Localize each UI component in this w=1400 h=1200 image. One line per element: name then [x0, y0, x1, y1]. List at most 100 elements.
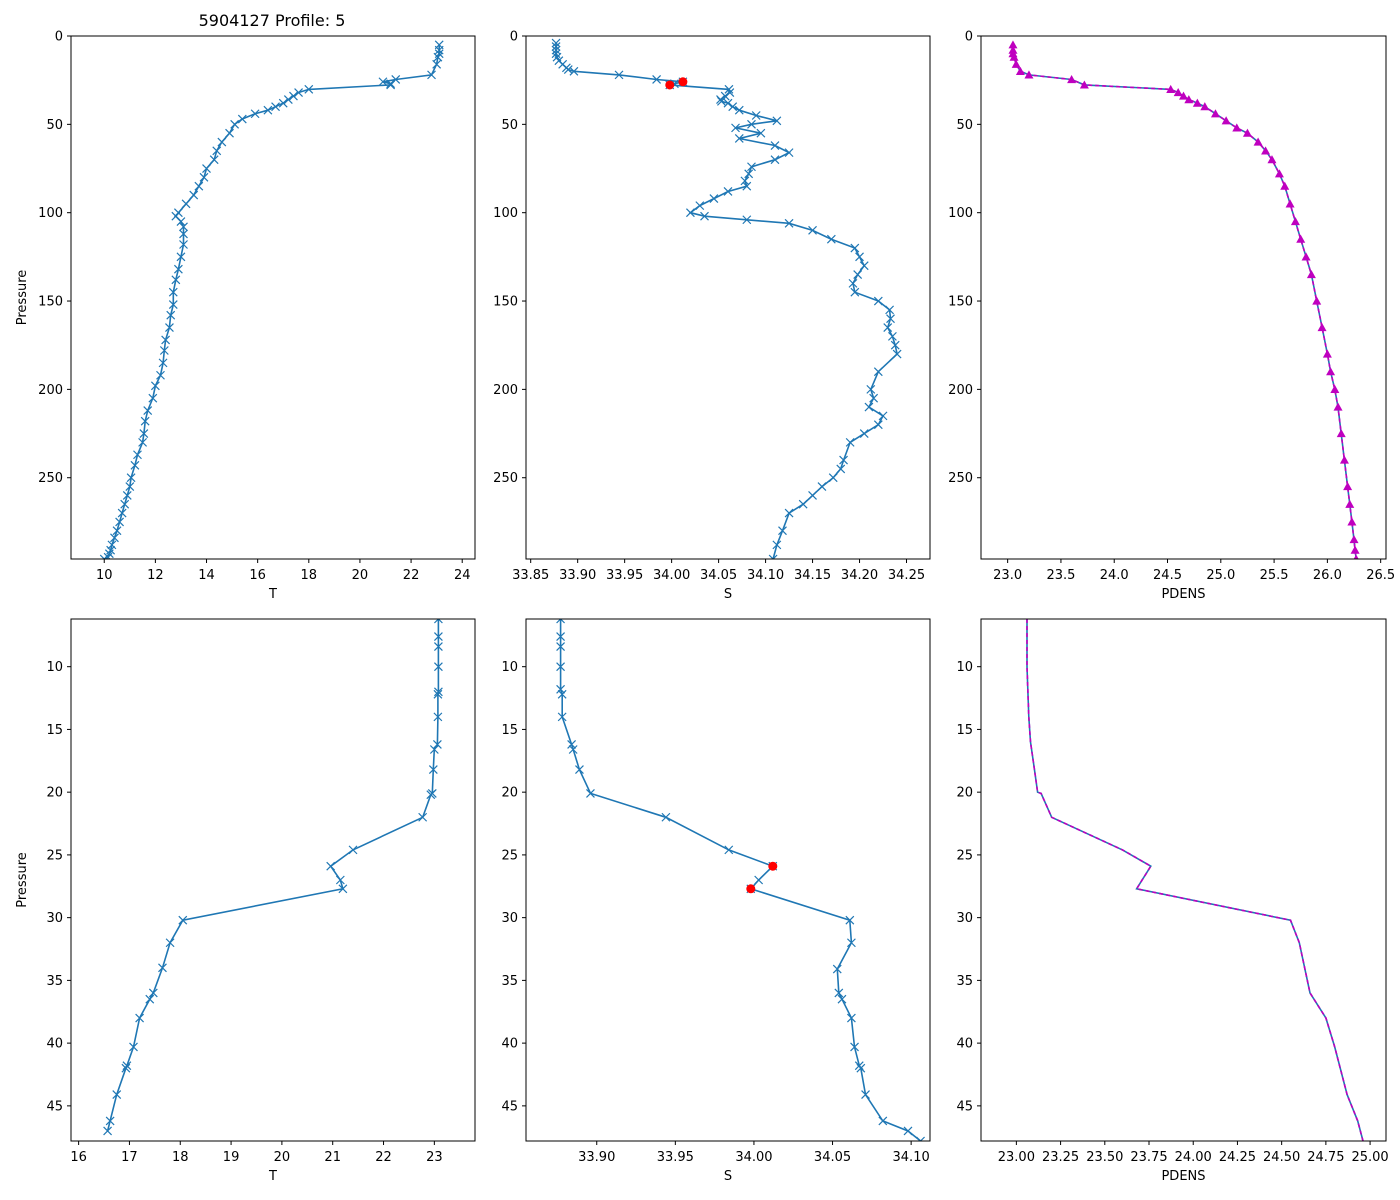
x-tick-label: 33.95 — [606, 568, 643, 583]
data-point — [855, 252, 864, 262]
plot-area — [556, 619, 925, 1141]
x-axis-label: T — [268, 587, 277, 602]
axes-frame — [980, 35, 1387, 560]
y-tick-label: 150 — [948, 295, 973, 310]
data-point — [1296, 234, 1306, 243]
data-point — [850, 1042, 859, 1052]
data-point — [808, 225, 817, 235]
data-point — [189, 190, 199, 200]
data-point — [271, 102, 280, 112]
data-point — [586, 788, 595, 798]
data-point — [112, 1090, 122, 1099]
data-point — [1306, 270, 1316, 279]
y-tick-label: 100 — [38, 206, 63, 221]
y-tick-label: 10 — [46, 660, 63, 675]
y-axis-label: Pressure — [15, 852, 30, 908]
y-tick-label: 25 — [46, 848, 63, 863]
data-point — [1285, 199, 1295, 208]
data-point — [165, 938, 175, 948]
data-point — [278, 98, 288, 108]
x-tick-label: 16 — [70, 1150, 87, 1165]
x-tick-label: 18 — [301, 568, 318, 583]
data-point — [784, 508, 794, 518]
data-point — [117, 508, 127, 518]
data-point — [846, 1013, 856, 1023]
data-point — [859, 261, 869, 271]
x-tick-label: 24.00 — [1175, 1150, 1212, 1165]
y-tick-label: 15 — [956, 723, 973, 738]
data-point — [433, 52, 443, 62]
x-tick-label: 19 — [223, 1150, 240, 1165]
data-point — [869, 393, 879, 403]
panel-top-left: 10 12 14 16 18 20 22 24 0 50 100 150 200 250 T Pressure — [15, 30, 476, 602]
data-point — [770, 155, 780, 165]
x-tick-label: 24.0 — [1100, 568, 1129, 583]
x-tick-label: 33.90 — [578, 1150, 615, 1165]
plot-area — [103, 619, 443, 1136]
data-point — [178, 915, 188, 925]
y-tick-label: 250 — [38, 471, 63, 486]
data-point — [878, 1116, 888, 1126]
data-point — [1079, 80, 1089, 89]
x-tick-label: 34.15 — [794, 568, 831, 583]
x-tick-label: 23.50 — [1086, 1150, 1123, 1165]
data-point — [563, 65, 573, 74]
data-point — [551, 49, 561, 59]
flagged-point — [746, 884, 756, 894]
data-point — [1336, 429, 1346, 438]
data-point — [433, 619, 443, 624]
x-tick-label: 12 — [147, 568, 164, 583]
y-tick-label: 250 — [493, 471, 518, 486]
data-point — [126, 473, 136, 483]
x-tick-label: 18 — [172, 1150, 189, 1165]
data-point — [1232, 123, 1242, 132]
data-point — [695, 201, 705, 211]
x-tick-label: 22 — [375, 1150, 392, 1165]
data-point — [742, 181, 752, 191]
y-tick-label: 50 — [46, 118, 63, 133]
data-point — [1179, 91, 1188, 100]
x-tick-label: 34.10 — [747, 568, 784, 583]
data-point — [903, 1126, 913, 1136]
data-point — [768, 554, 778, 559]
panel-bottom-right: 23.00 23.25 23.50 23.75 24.00 24.25 24.50 24.75… — [956, 618, 1389, 1184]
data-point — [747, 162, 756, 172]
y-tick-label: 25 — [501, 848, 518, 863]
data-point — [225, 128, 234, 138]
data-point — [725, 88, 735, 97]
data-point — [99, 554, 109, 559]
data-point — [723, 98, 733, 108]
y-tick-label: 0 — [965, 30, 973, 45]
data-point — [740, 176, 750, 186]
data-point — [263, 105, 273, 115]
data-point — [1173, 88, 1183, 97]
data-point — [166, 310, 176, 320]
data-point — [105, 1116, 115, 1126]
y-tick-label: 30 — [46, 911, 63, 926]
data-point — [873, 367, 883, 377]
data-point — [887, 331, 897, 341]
data-point — [426, 790, 436, 800]
data-point — [150, 381, 160, 391]
x-tick-label: 33.85 — [512, 568, 549, 583]
data-point — [165, 323, 174, 332]
data-point — [845, 915, 855, 925]
data-point — [179, 229, 188, 239]
data-point — [826, 234, 836, 244]
data-point — [568, 745, 578, 754]
x-tick-label: 24.75 — [1307, 1150, 1344, 1165]
data-point — [551, 38, 561, 48]
data-point — [784, 148, 794, 158]
x-tick-label: 34.05 — [814, 1150, 851, 1165]
data-point — [1322, 349, 1332, 358]
data-point — [770, 141, 780, 150]
plot-area — [551, 38, 902, 559]
y-tick-label: 200 — [493, 383, 518, 398]
data-point — [156, 370, 165, 380]
data-point — [756, 128, 766, 138]
data-point — [158, 358, 168, 368]
data-point — [1326, 367, 1336, 376]
data-point — [338, 884, 348, 894]
data-point — [139, 429, 149, 438]
